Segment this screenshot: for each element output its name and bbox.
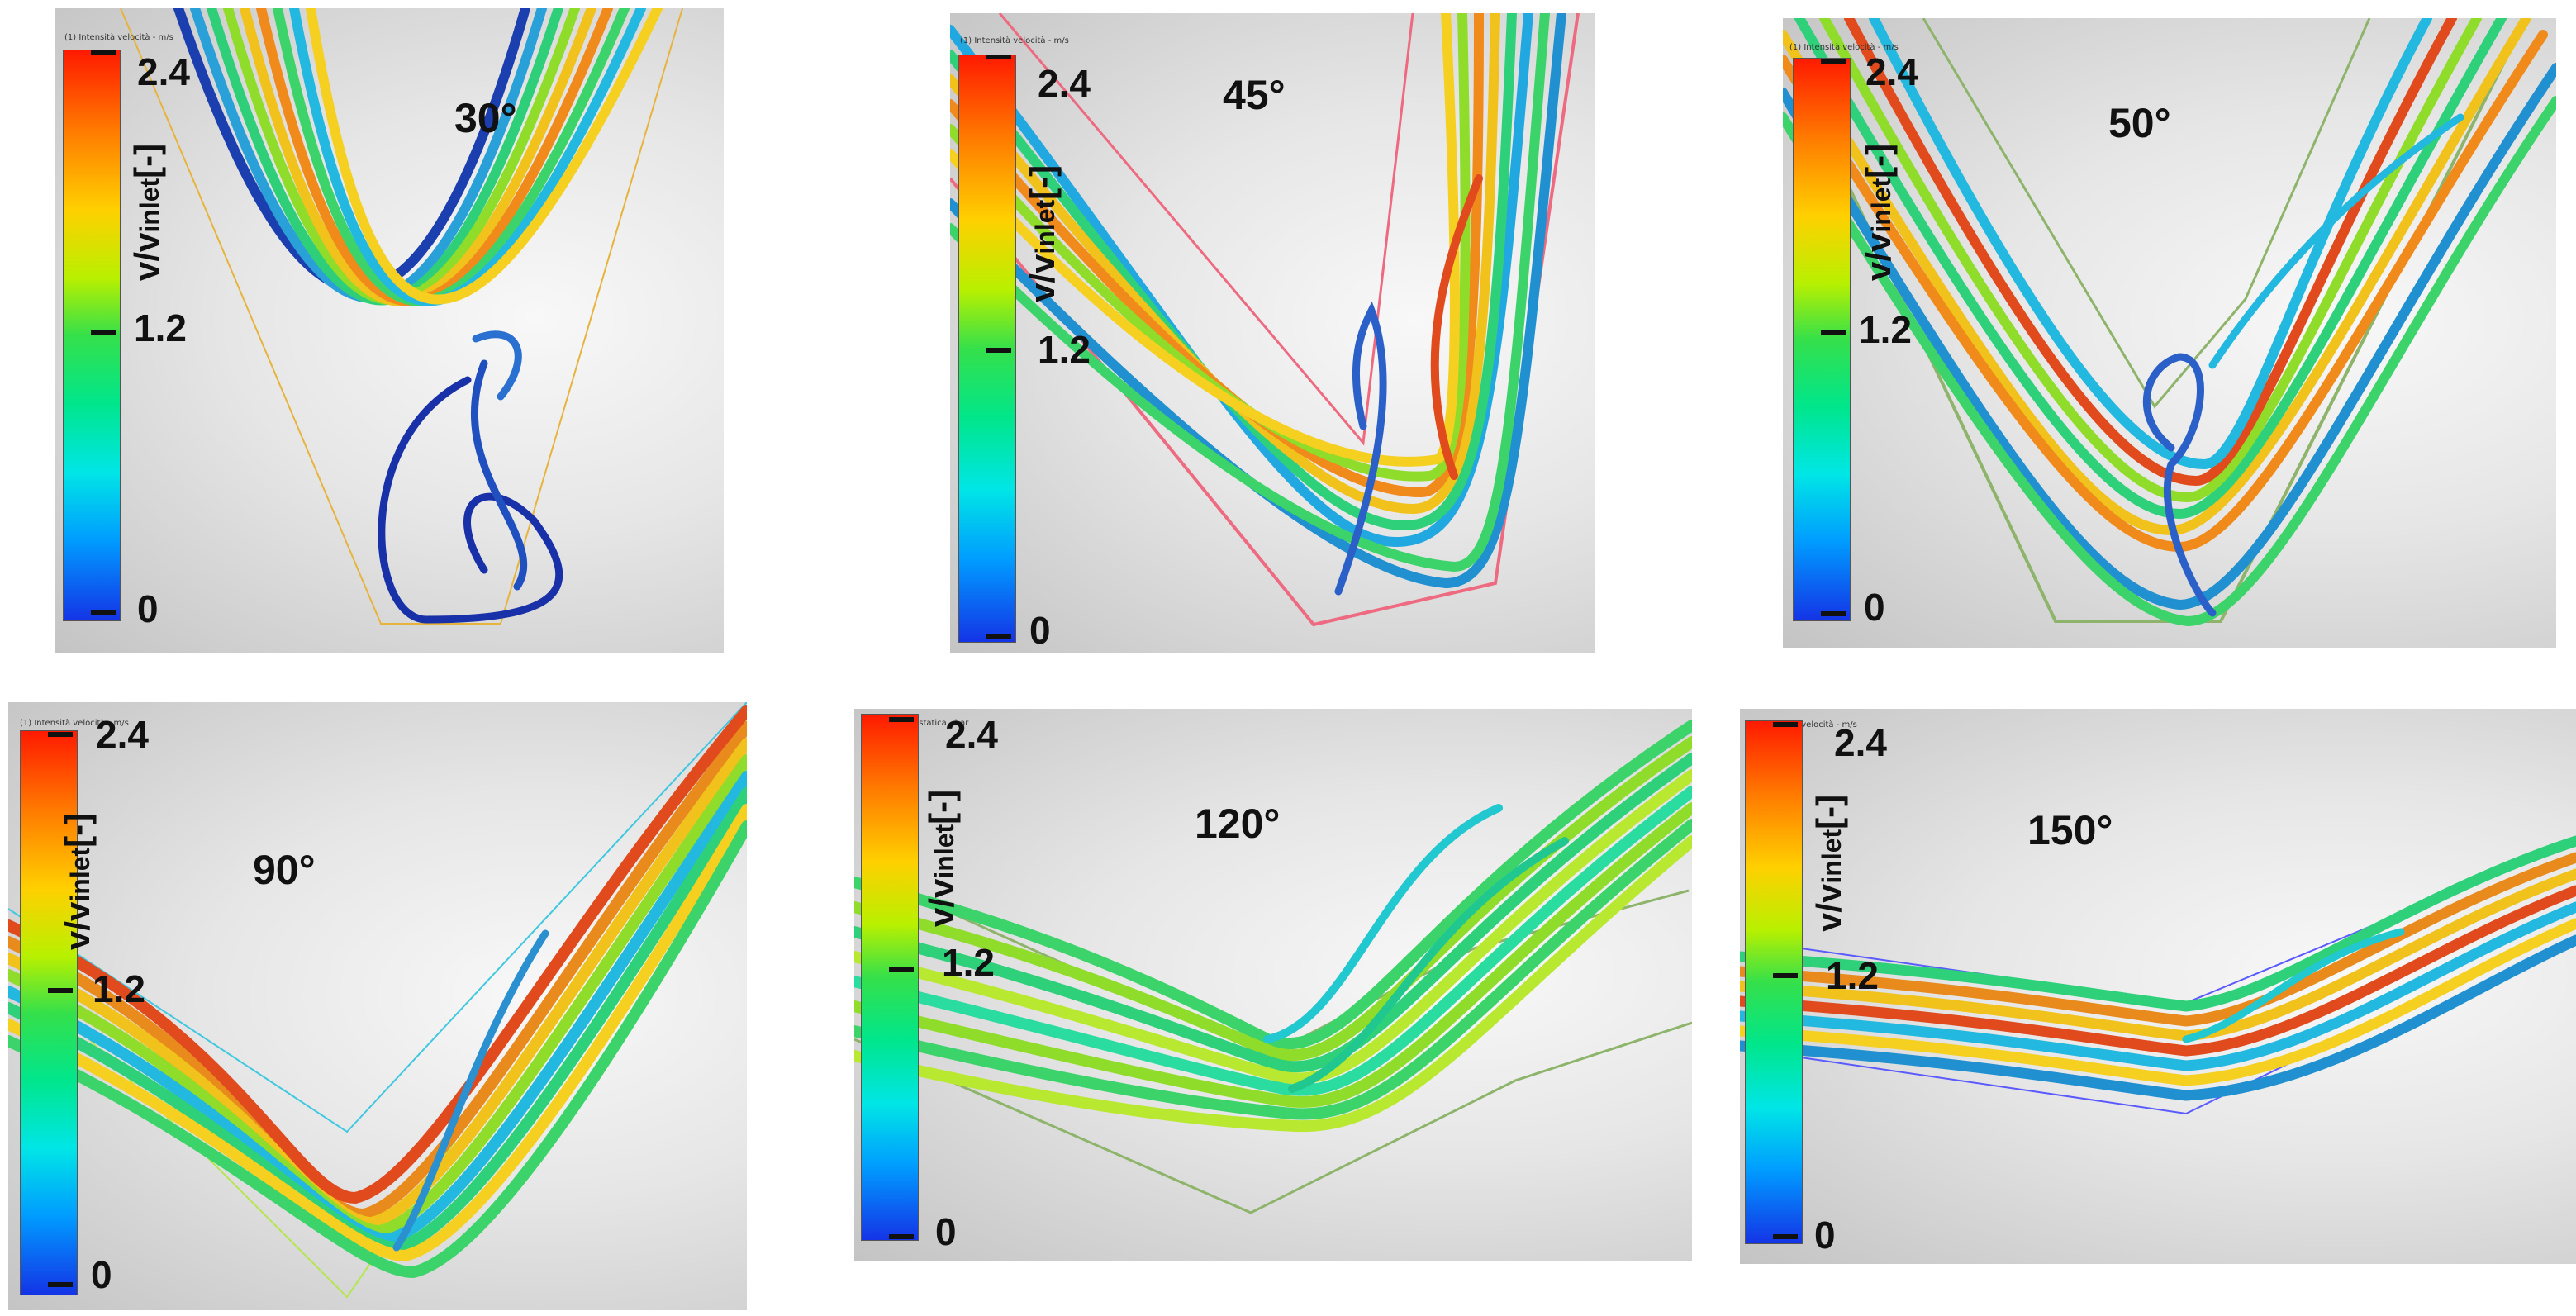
panel-30-deg: (1) Intensità velocità - m/s 2.4 1.2 0 v…: [55, 8, 724, 653]
colorbar-tick-min: [1773, 1234, 1798, 1239]
colorbar-title: v/vinlet[-]: [1809, 794, 1848, 932]
panel-caption: (1) Intensità velocità - m/s: [1789, 43, 1899, 52]
panel-150-deg: (1) Intensità velocità - m/s 2.4 1.2 0 v…: [1740, 709, 2576, 1264]
colorbar-tick-min: [986, 634, 1011, 639]
colorbar-min-label: 0: [91, 1253, 112, 1296]
angle-label: 30°: [454, 95, 517, 141]
colorbar-tick-mid: [1773, 973, 1798, 978]
streamlines-45: [950, 13, 1580, 627]
colorbar-title: v/vinlet[-]: [1023, 164, 1062, 302]
colorbar-tick-max: [91, 50, 116, 55]
colorbar: [1793, 58, 1851, 621]
colorbar: [1745, 720, 1803, 1244]
colorbar: [861, 714, 919, 1241]
panel-caption: (1) Intensità velocità - m/s: [64, 33, 173, 42]
colorbar: [63, 50, 121, 621]
colorbar-tick-min: [889, 1234, 914, 1239]
colorbar-max-label: 2.4: [1865, 50, 1918, 93]
angle-label: 150°: [2027, 807, 2113, 853]
colorbar-mid-label: 1.2: [942, 941, 995, 984]
streamlines-90: [8, 702, 747, 1299]
colorbar-tick-max: [48, 732, 73, 737]
streamlines-120: [854, 720, 1692, 1214]
colorbar-title: v/vinlet[-]: [58, 812, 97, 950]
colorbar-tick-max: [1821, 59, 1846, 64]
colorbar-min-label: 0: [137, 587, 159, 630]
colorbar-tick-mid: [889, 967, 914, 972]
colorbar-title: v/vinlet[-]: [1859, 143, 1898, 281]
colorbar-max-label: 2.4: [1834, 721, 1887, 764]
colorbar-tick-mid: [1821, 330, 1846, 335]
colorbar-max-label: 2.4: [137, 50, 190, 93]
panel-caption: (1) Intensità velocità - m/s: [20, 719, 129, 728]
colorbar-min-label: 0: [1864, 586, 1885, 629]
colorbar-max-label: 2.4: [96, 713, 149, 756]
colorbar-mid-label: 1.2: [1859, 308, 1912, 351]
colorbar-min-label: 0: [1814, 1214, 1836, 1257]
colorbar-min-label: 0: [935, 1210, 957, 1253]
panel-90-deg: (1) Intensità velocità - m/s 2.4 1.2 0 v…: [8, 702, 747, 1310]
colorbar-mid-label: 1.2: [134, 306, 187, 349]
colorbar-mid-label: 1.2: [93, 967, 145, 1010]
angle-label: 120°: [1195, 801, 1281, 847]
streamlines-50: [1783, 18, 2556, 627]
colorbar-title: v/vinlet[-]: [127, 143, 166, 281]
colorbar-tick-max: [986, 55, 1011, 59]
colorbar-mid-label: 1.2: [1038, 328, 1091, 371]
colorbar-tick-mid: [48, 988, 73, 993]
colorbar-max-label: 2.4: [945, 713, 998, 756]
colorbar-min-label: 0: [1029, 609, 1051, 652]
colorbar-tick-mid: [91, 330, 116, 335]
panel-120-deg: (1) Pressione statica - bar 2.4 1.2 0 v/…: [854, 709, 1692, 1261]
colorbar-mid-label: 1.2: [1826, 954, 1879, 997]
colorbar-tick-max: [1773, 722, 1798, 727]
colorbar-tick-min: [48, 1282, 73, 1287]
streamlines-30: [120, 8, 683, 625]
panel-caption: (1) Intensità velocità - m/s: [960, 36, 1069, 45]
colorbar-tick-min: [91, 610, 116, 615]
angle-label: 50°: [2108, 100, 2171, 146]
panel-45-deg: (1) Intensità velocità - m/s 2.4 1.2 0 v…: [950, 13, 1595, 653]
panel-50-deg: (1) Intensità velocità - m/s 2.4 1.2 0 v…: [1783, 18, 2556, 648]
colorbar-title: v/vinlet[-]: [922, 789, 961, 927]
colorbar-tick-mid: [986, 348, 1011, 353]
colorbar-tick-min: [1821, 611, 1846, 616]
angle-label: 90°: [253, 847, 316, 893]
colorbar-tick-max: [889, 717, 914, 722]
angle-label: 45°: [1223, 72, 1286, 118]
streamlines-150: [1740, 835, 2576, 1115]
colorbar: [20, 730, 78, 1295]
colorbar-max-label: 2.4: [1038, 62, 1091, 105]
